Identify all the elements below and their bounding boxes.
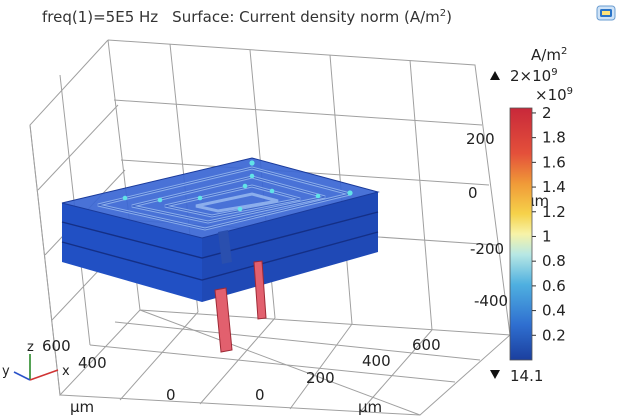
block-right-face — [202, 192, 378, 302]
colorbar-min-label: 14.1 — [510, 367, 543, 385]
feed-through — [218, 230, 232, 264]
grid-floor-edges — [59, 334, 511, 416]
z-axis-ticks: 200 0 -200 -400 μm — [466, 130, 549, 310]
camera-icon[interactable] — [596, 4, 616, 22]
triad-x: x — [62, 364, 70, 379]
hotspot — [242, 183, 248, 189]
triangle-up-icon — [490, 71, 500, 80]
hotspot — [249, 173, 255, 179]
colorbar-tick-label: 0.2 — [542, 326, 566, 344]
x-tick: 200 — [306, 369, 335, 387]
lead-wire — [214, 287, 233, 353]
z-tick: -200 — [470, 240, 504, 258]
hotspot — [249, 160, 255, 166]
x-tick: 400 — [362, 352, 391, 370]
y-tick: 400 — [78, 354, 107, 372]
axis-triad: z y x — [2, 340, 70, 381]
grid-line — [359, 329, 433, 413]
y-tick: 600 — [42, 337, 71, 355]
expression-sup: 2 — [439, 8, 447, 19]
y-tick: 0 — [166, 386, 176, 404]
lead-wires — [214, 260, 267, 353]
x-tick: 0 — [255, 386, 265, 404]
coil-block — [61, 157, 380, 302]
colorbar-unit: A/m2 — [531, 46, 567, 64]
hotspot — [315, 193, 321, 199]
x-axis-ticks: 0 200 400 600 μm — [255, 336, 441, 416]
y-axis-label: μm — [70, 398, 94, 416]
triangle-down-icon — [490, 370, 500, 379]
colorbar-tick-label: 0.4 — [542, 302, 566, 320]
expression-end: ) — [446, 8, 452, 26]
hotspot — [347, 190, 353, 196]
x-tick: 600 — [412, 336, 441, 354]
grid-line — [409, 59, 433, 331]
grid-line — [89, 344, 456, 383]
grid-line — [29, 124, 61, 396]
grid-line — [114, 321, 481, 361]
x-axis-label: μm — [358, 398, 382, 416]
grid-line — [113, 99, 483, 126]
hotspot — [122, 195, 128, 201]
colorbar-tick-label: 2 — [542, 104, 552, 122]
hotspot — [269, 188, 275, 194]
z-tick: 200 — [466, 130, 495, 148]
z-tick: 0 — [468, 184, 478, 202]
block-front-face — [62, 203, 202, 302]
hotspot — [237, 206, 243, 212]
block-top-face — [62, 158, 378, 238]
layer-line — [61, 231, 379, 281]
y-axis-ticks: 0 400 600 μm — [42, 337, 176, 416]
colorbar-multiplier: ×109 — [535, 86, 573, 104]
grid-line — [119, 311, 199, 401]
triad-z: z — [27, 340, 34, 355]
expression-label: Surface: Current density norm (A/m — [172, 8, 440, 26]
colorbar-tick-label: 0.6 — [542, 277, 566, 295]
hotspot — [157, 197, 163, 203]
grid-line — [289, 323, 353, 410]
colorbar-tick-label: 1.4 — [542, 178, 566, 196]
current-hotspots — [122, 160, 353, 212]
frequency-label: freq(1)=5E5 Hz — [42, 8, 159, 26]
plot-title: freq(1)=5E5 Hz Surface: Current density n… — [42, 8, 452, 26]
layer-line — [61, 211, 379, 259]
grid-line — [199, 317, 276, 405]
colorbar: A/m2 2×109 ×109 2 1.8 1.6 1.4 1.2 1 0.8 0.6 0.4 0… — [490, 46, 573, 385]
triad-y: y — [2, 364, 10, 379]
lead-wire — [253, 260, 267, 320]
colorbar-tick-label: 1 — [542, 227, 552, 245]
colorbar-gradient — [509, 107, 533, 361]
colorbar-tick-label: 1.2 — [542, 203, 566, 221]
colorbar-tick-label: 0.8 — [542, 252, 566, 270]
colorbar-tick-label: 1.6 — [542, 153, 566, 171]
colorbar-max-label: 2×109 — [510, 67, 558, 85]
colorbar-tick-label: 1.8 — [542, 129, 566, 147]
z-tick: -400 — [474, 292, 508, 310]
grid-line — [37, 104, 119, 191]
hotspot — [197, 195, 203, 201]
